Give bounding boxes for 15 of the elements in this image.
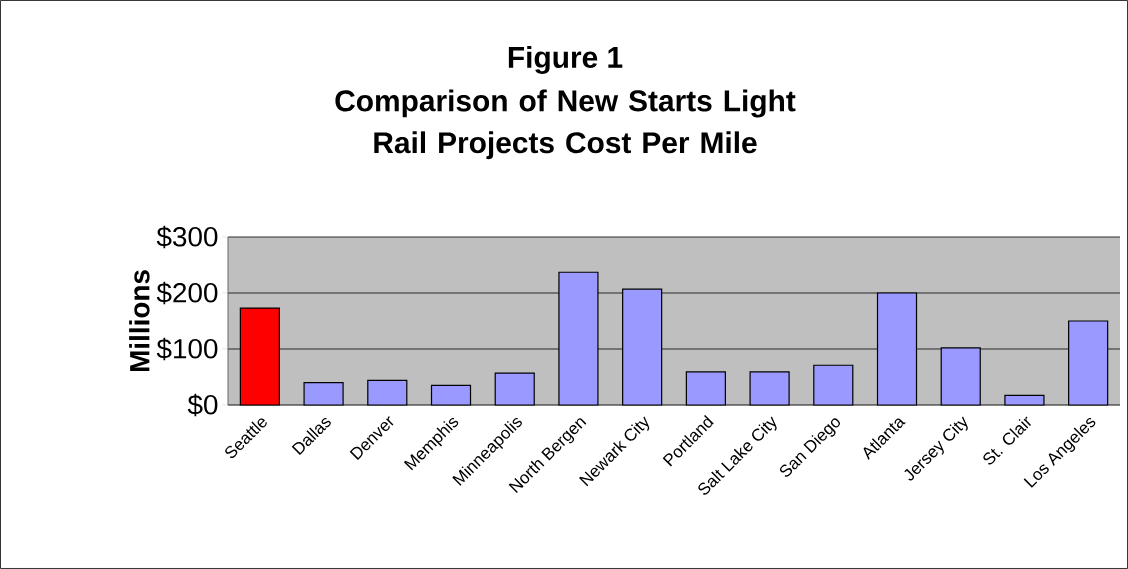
bar <box>367 379 408 406</box>
chart-title: Figure 1 <box>508 45 623 74</box>
bar <box>685 371 726 406</box>
y-axis-title: Millions <box>129 270 150 372</box>
bar <box>494 372 535 406</box>
y-tick-label: $0 <box>187 393 218 417</box>
chart-subtitle: Comparison of New Starts Light Rail Projects Cost Per Mile <box>335 89 796 160</box>
y-tick-label: $200 <box>156 281 218 305</box>
bar <box>749 371 790 406</box>
y-tick-label: $300 <box>156 225 218 249</box>
y-tick-label: $100 <box>156 337 218 361</box>
bar <box>1004 394 1045 406</box>
bar <box>303 381 344 406</box>
bar <box>430 384 472 406</box>
bar <box>813 364 854 406</box>
